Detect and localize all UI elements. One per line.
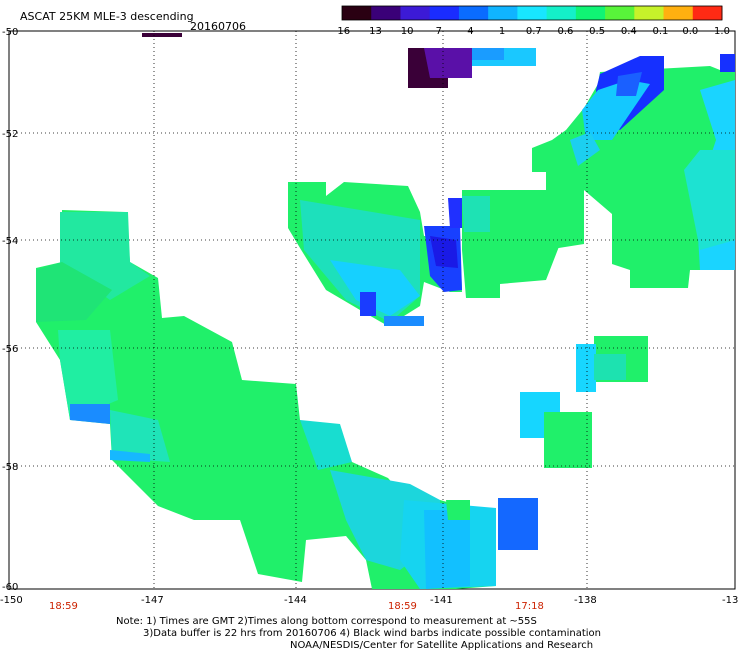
colorbar-swatch — [488, 6, 518, 20]
colorbar-label: -0.4 — [617, 26, 637, 37]
swath-central — [288, 182, 462, 326]
y-label: -50 — [2, 27, 18, 38]
colorbar-frame — [341, 5, 723, 21]
colorbar-swatch — [517, 6, 548, 20]
note-line-1: Note: 1) Times are GMT 2)Times along bot… — [116, 616, 537, 627]
colorbar-swatch — [605, 6, 635, 20]
swath-northeast — [532, 54, 735, 288]
y-label: -58 — [2, 462, 18, 473]
map-title: ASCAT 25KM MLE-3 descending — [20, 10, 194, 23]
colorbar-label: -10 — [397, 26, 413, 37]
colorbar-swatch — [634, 6, 665, 20]
colorbar-label: -0.5 — [586, 26, 606, 37]
colorbar-label: -13 — [365, 26, 381, 37]
swath-southwest — [36, 210, 538, 589]
colorbar-label: -0.1 — [649, 26, 669, 37]
colorbar-label: -7 — [432, 26, 442, 37]
time-label: 18:59 — [49, 601, 78, 612]
swath-mideast — [520, 336, 648, 468]
colorbar-swatch — [546, 6, 577, 20]
colorbar-swatch — [663, 6, 694, 20]
swath-north-dark — [142, 33, 536, 88]
y-label: -56 — [2, 344, 18, 355]
y-label: -60 — [2, 582, 18, 593]
colorbar-swatch — [429, 6, 460, 20]
map-date: 20160706 — [190, 20, 246, 33]
note-line-3: NOAA/NESDIS/Center for Satellite Applica… — [290, 640, 593, 650]
x-label: -150 — [0, 595, 23, 606]
time-labels: 18:59 18:59 17:18 — [49, 601, 544, 612]
y-axis-labels: -50 -52 -54 -56 -58 -60 — [2, 27, 18, 593]
data-swaths — [36, 33, 735, 589]
x-axis-labels: -150 -147 -144 -141 -138 -13 — [0, 595, 738, 606]
colorbar-label: -0.7 — [522, 26, 542, 37]
x-label: -147 — [141, 595, 164, 606]
colorbar-label: -1 — [495, 26, 505, 37]
colorbar-label: 1.0 — [714, 26, 730, 37]
x-label: -13 — [722, 595, 738, 606]
colorbar-label: 0.0 — [682, 26, 698, 37]
colorbar-swatch — [371, 6, 401, 20]
colorbar-swatch — [400, 6, 431, 20]
x-label: -144 — [284, 595, 307, 606]
colorbar: -16 -13 -10 -7 -4 -1 -0.7 -0.6 -0.5 -0.4 -0.1 0.0 1.… — [334, 5, 730, 37]
note-line-2: 3)Data buffer is 22 hrs from 20160706 4)… — [143, 628, 601, 639]
colorbar-swatch — [692, 6, 723, 20]
time-label: 17:18 — [515, 601, 544, 612]
time-label: 18:59 — [388, 601, 417, 612]
x-label: -141 — [430, 595, 453, 606]
grid-lines — [9, 31, 735, 589]
x-label: -138 — [574, 595, 597, 606]
y-label: -54 — [2, 236, 18, 247]
colorbar-swatch — [458, 6, 489, 20]
colorbar-label: -16 — [334, 26, 350, 37]
colorbar-swatch — [575, 6, 606, 20]
colorbar-label: -0.6 — [554, 26, 574, 37]
colorbar-swatch — [342, 6, 372, 20]
y-label: -52 — [2, 129, 18, 140]
colorbar-label: -4 — [464, 26, 474, 37]
